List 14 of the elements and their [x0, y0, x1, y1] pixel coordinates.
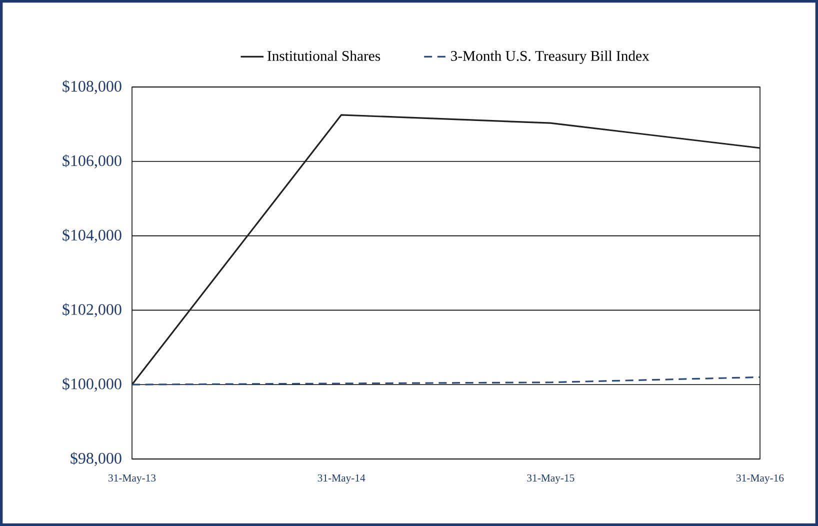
legend-label: Institutional Shares [267, 50, 380, 61]
y-tick-label: $102,000 [62, 303, 122, 318]
x-tick-label: 31-May-13 [108, 474, 156, 484]
x-tick-label: 31-May-14 [318, 474, 366, 484]
x-tick-label: 31-May-15 [527, 474, 574, 484]
y-tick-label: $100,000 [62, 378, 122, 392]
y-tick-label: $104,000 [62, 228, 122, 243]
y-tick-label: $106,000 [62, 154, 122, 168]
line-series [131, 376, 761, 386]
x-tick-label: 31-May-16 [736, 474, 784, 484]
y-tick-label: $108,000 [62, 80, 122, 94]
legend-label: 3-Month U.S. Treasury Bill Index [451, 50, 650, 64]
line-series [131, 114, 761, 386]
y-tick-label: $98,000 [70, 452, 122, 466]
